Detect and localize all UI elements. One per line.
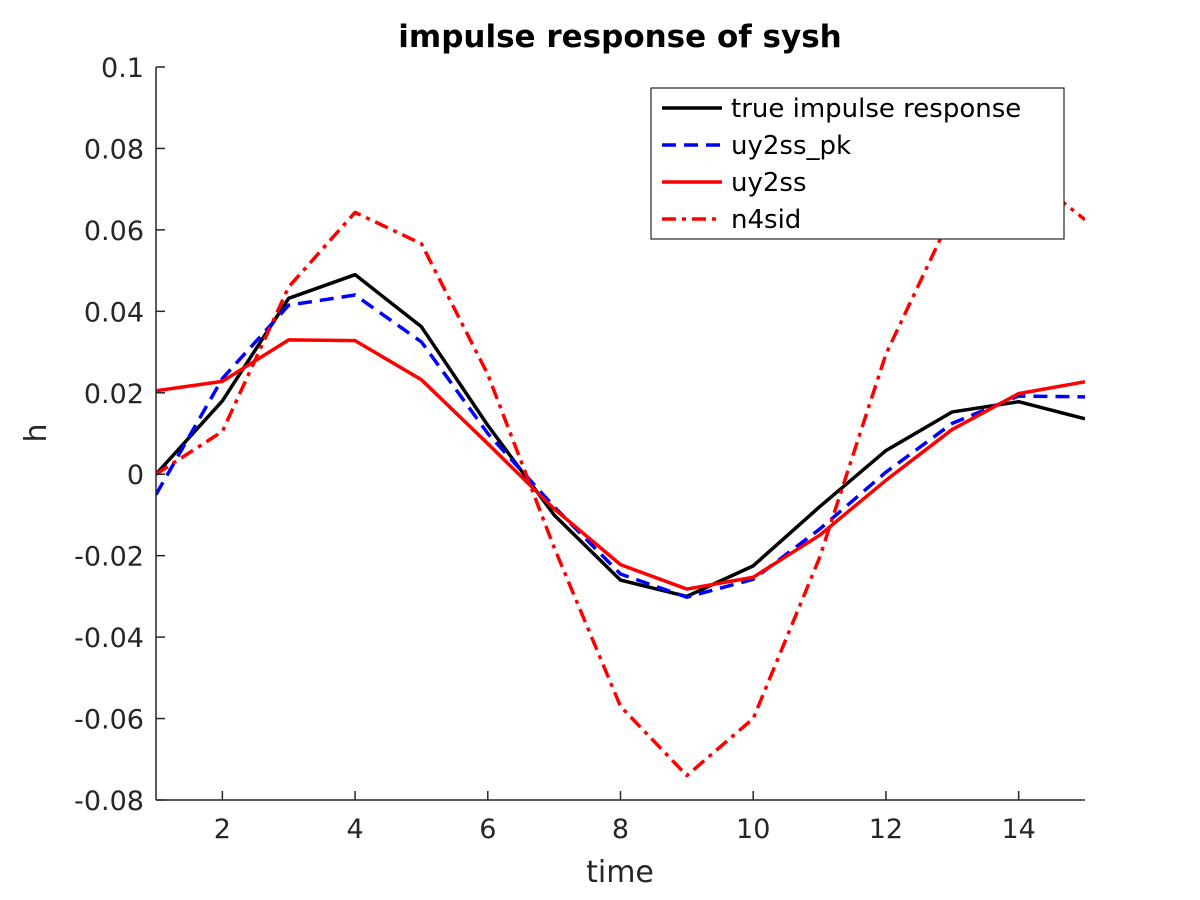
series-line-true-impulse-response xyxy=(156,272,1085,599)
x-tick-label: 2 xyxy=(214,814,231,845)
x-tick-label: 6 xyxy=(479,814,496,845)
plot-area xyxy=(156,165,1085,778)
y-tick-label: -0.02 xyxy=(74,542,144,573)
y-axis-label: h xyxy=(19,423,54,442)
legend-label: uy2ss_pk xyxy=(731,131,851,161)
legend: true impulse response uy2ss_pk uy2ss n4sid xyxy=(650,87,1065,240)
y-tick-label: 0.04 xyxy=(84,297,144,328)
y-tick-label: 0.06 xyxy=(84,216,144,247)
series-line-uy2ss-pk xyxy=(156,293,1085,599)
y-tick-label: 0.1 xyxy=(101,53,144,84)
legend-label: n4sid xyxy=(731,205,801,235)
y-tick-label: 0 xyxy=(127,460,144,491)
x-tick-label: 12 xyxy=(869,814,903,845)
x-axis-label: time xyxy=(586,855,654,890)
x-tick-label: 8 xyxy=(612,814,629,845)
series-line-n4sid xyxy=(156,165,1085,778)
y-tick-label: 0.02 xyxy=(84,379,144,410)
y-tick-label: -0.08 xyxy=(74,786,144,817)
chart-title: impulse response of sysh xyxy=(398,19,841,55)
y-tick-label: -0.04 xyxy=(74,623,144,654)
y-tick-label: 0.08 xyxy=(84,134,144,165)
x-tick-label: 10 xyxy=(736,814,770,845)
ticks: 2 4 6 8 10 12 14 -0.08 -0.06 -0.04 -0.02 0 0.02 0.04 0… xyxy=(74,53,1036,845)
legend-label: uy2ss xyxy=(731,168,807,198)
x-tick-label: 14 xyxy=(1001,814,1035,845)
y-tick-label: -0.06 xyxy=(74,705,144,736)
legend-label: true impulse response xyxy=(731,94,1021,124)
legend-box xyxy=(650,87,1065,240)
series-line-uy2ss xyxy=(156,338,1085,591)
x-tick-label: 4 xyxy=(346,814,363,845)
